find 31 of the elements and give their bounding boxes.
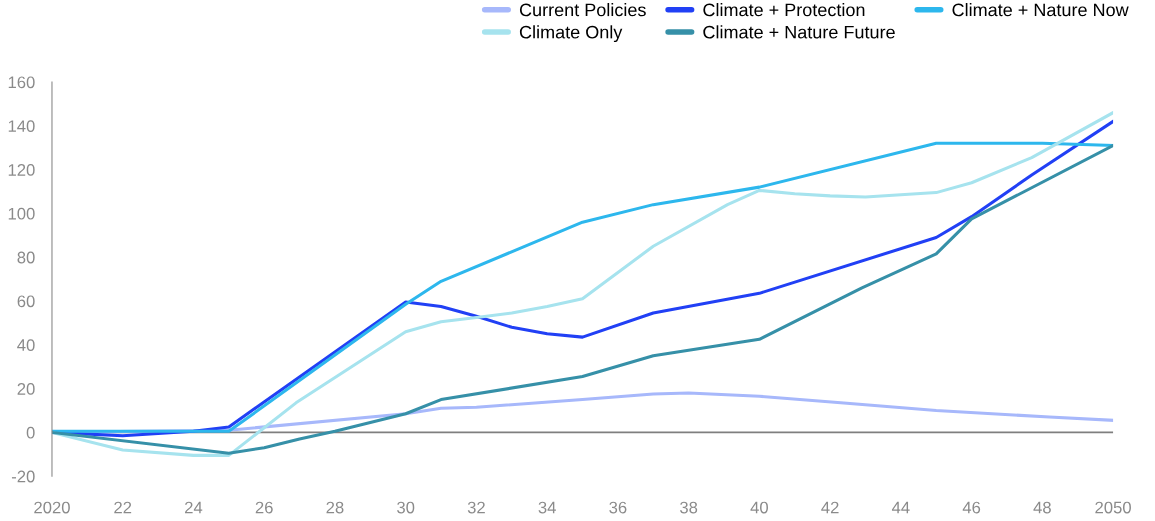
y-tick-label: 100 [8, 207, 35, 220]
y-tick-label: 140 [8, 120, 35, 133]
legend-label: Climate + Nature Future [703, 25, 895, 39]
y-tick-label: 20 [17, 383, 35, 395]
legend-label: Climate Only [519, 25, 623, 43]
x-tick-label: 46 [962, 501, 981, 514]
x-tick-label: 28 [326, 501, 344, 514]
x-tick-label: 44 [891, 501, 910, 514]
legend-label: Climate + Protection [703, 3, 865, 17]
x-tick-label: 26 [255, 501, 273, 514]
x-tick-label: 38 [680, 501, 698, 514]
x-tick-label: 36 [609, 501, 627, 514]
legend-label: Current Policies [519, 3, 646, 17]
y-tick-label: -20 [11, 470, 35, 483]
x-tick-label: 40 [750, 501, 768, 514]
y-tick-label: 160 [8, 76, 35, 89]
x-tick-label: 32 [467, 501, 485, 514]
y-tick-label: 80 [17, 251, 35, 264]
legend-label: Climate + Nature Now [952, 3, 1129, 17]
x-tick-label: 42 [821, 501, 839, 514]
y-tick-label: 60 [17, 295, 35, 308]
x-tick-label: 22 [114, 501, 132, 514]
x-tick-label: 2020 [34, 501, 70, 514]
y-tick-label: 40 [17, 339, 35, 351]
y-tick-label: 0 [26, 426, 35, 439]
x-tick-label: 2050 [1095, 501, 1131, 514]
x-tick-label: 24 [185, 501, 203, 514]
x-tick-label: 30 [397, 501, 415, 514]
y-tick-label: 120 [8, 164, 35, 176]
x-tick-label: 48 [1033, 501, 1051, 514]
x-tick-label: 34 [538, 501, 556, 514]
